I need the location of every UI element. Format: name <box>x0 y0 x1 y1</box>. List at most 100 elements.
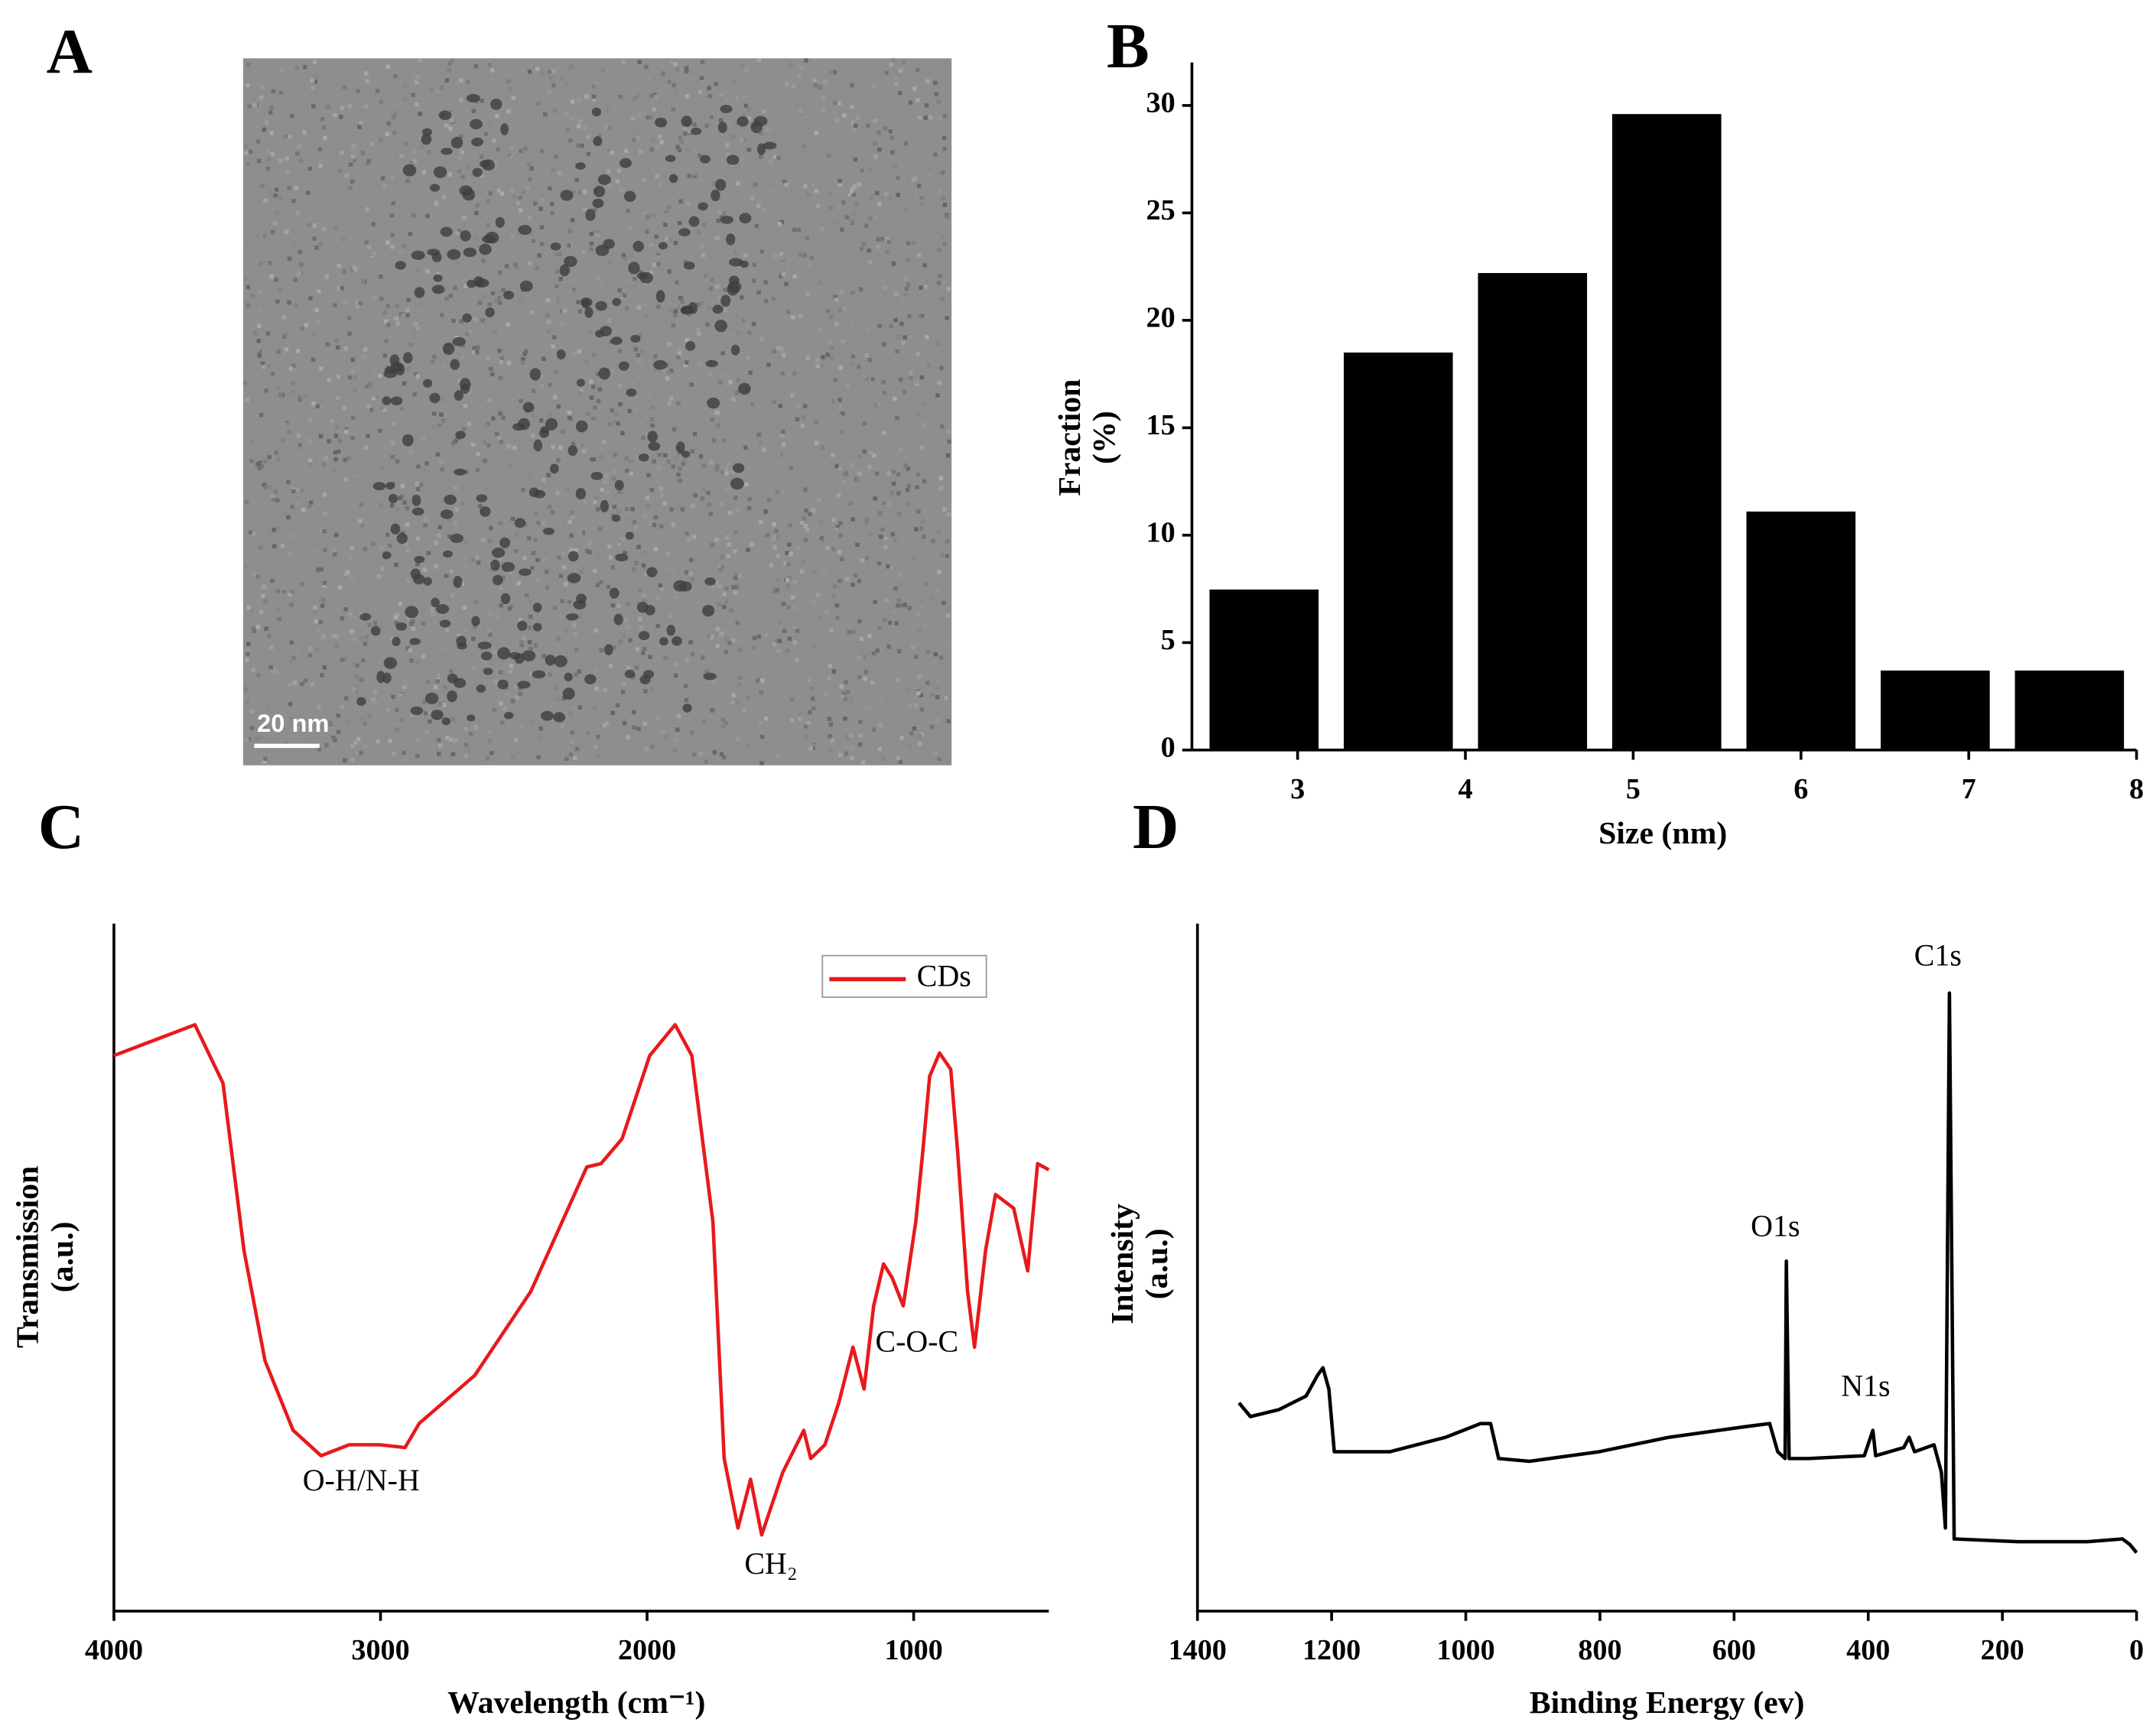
grain <box>587 550 592 555</box>
grain <box>785 82 789 86</box>
grain <box>641 651 645 655</box>
grain <box>522 544 527 549</box>
particle <box>440 226 453 237</box>
grain <box>806 720 811 726</box>
grain <box>683 362 688 368</box>
grain <box>411 93 415 97</box>
grain <box>476 561 481 565</box>
grain <box>312 60 317 64</box>
grain <box>298 453 304 458</box>
grain <box>848 298 854 303</box>
bar <box>1746 511 1856 750</box>
grain <box>270 151 275 157</box>
grain <box>618 401 623 407</box>
grain <box>886 564 890 569</box>
grain <box>487 122 493 127</box>
grain <box>889 490 894 496</box>
grain <box>635 647 640 652</box>
grain <box>850 83 854 88</box>
grain <box>724 637 729 642</box>
grain <box>516 313 522 317</box>
grain <box>610 710 615 716</box>
grain <box>422 469 428 473</box>
grain <box>719 215 724 219</box>
grain <box>328 720 333 726</box>
grain <box>888 129 893 134</box>
grain <box>483 132 489 137</box>
grain <box>477 301 483 305</box>
grain <box>687 312 692 317</box>
grain <box>642 646 647 652</box>
grain <box>893 75 899 80</box>
grain <box>579 388 584 393</box>
grain <box>355 474 359 479</box>
grain <box>779 434 785 438</box>
grain <box>533 538 538 543</box>
grain <box>476 382 481 386</box>
grain <box>667 141 672 145</box>
grain <box>457 155 463 160</box>
grain <box>247 104 252 109</box>
grain <box>516 581 521 586</box>
grain <box>782 353 786 358</box>
grain <box>720 565 725 570</box>
grain <box>789 717 795 723</box>
grain <box>300 599 305 604</box>
grain <box>265 719 270 724</box>
particle <box>763 141 777 150</box>
grain <box>940 297 945 301</box>
grain <box>320 598 326 603</box>
grain <box>634 396 639 401</box>
grain <box>746 116 752 122</box>
grain <box>701 253 706 258</box>
grain <box>845 734 850 739</box>
annotation: C1s <box>1914 937 1962 972</box>
particle <box>411 507 424 516</box>
grain <box>792 371 797 376</box>
grain <box>246 83 250 88</box>
grain <box>600 144 605 149</box>
grain <box>314 307 319 313</box>
grain <box>262 365 266 369</box>
grain <box>668 237 673 242</box>
grain <box>768 183 772 187</box>
particle <box>668 174 678 184</box>
grain <box>560 723 565 729</box>
grain <box>896 756 900 761</box>
grain <box>413 372 418 377</box>
grain <box>342 85 346 89</box>
particle <box>412 574 425 585</box>
grain <box>421 606 426 612</box>
grain <box>271 89 276 93</box>
grain <box>642 593 646 599</box>
grain <box>675 145 680 149</box>
grain <box>278 392 283 397</box>
grain <box>318 597 323 602</box>
grain <box>743 445 748 450</box>
grain <box>714 580 719 584</box>
grain <box>340 743 344 749</box>
grain <box>844 680 848 685</box>
grain <box>530 413 535 418</box>
grain <box>565 486 570 491</box>
grain <box>259 609 264 614</box>
grain <box>440 466 445 472</box>
grain <box>547 505 552 509</box>
grain <box>596 398 601 404</box>
grain <box>896 598 902 603</box>
grain <box>365 161 369 167</box>
grain <box>509 462 514 467</box>
grain <box>277 288 282 293</box>
grain <box>743 253 748 258</box>
particle <box>433 274 443 282</box>
grain <box>359 524 365 528</box>
grain <box>611 443 616 448</box>
grain <box>262 663 266 668</box>
grain <box>486 398 492 403</box>
particle <box>431 597 440 608</box>
grain <box>499 701 503 706</box>
x-axis-title: Wavelength (cm⁻¹) <box>447 1685 705 1721</box>
grain <box>828 349 833 353</box>
grain <box>872 453 876 458</box>
grain <box>665 551 670 556</box>
